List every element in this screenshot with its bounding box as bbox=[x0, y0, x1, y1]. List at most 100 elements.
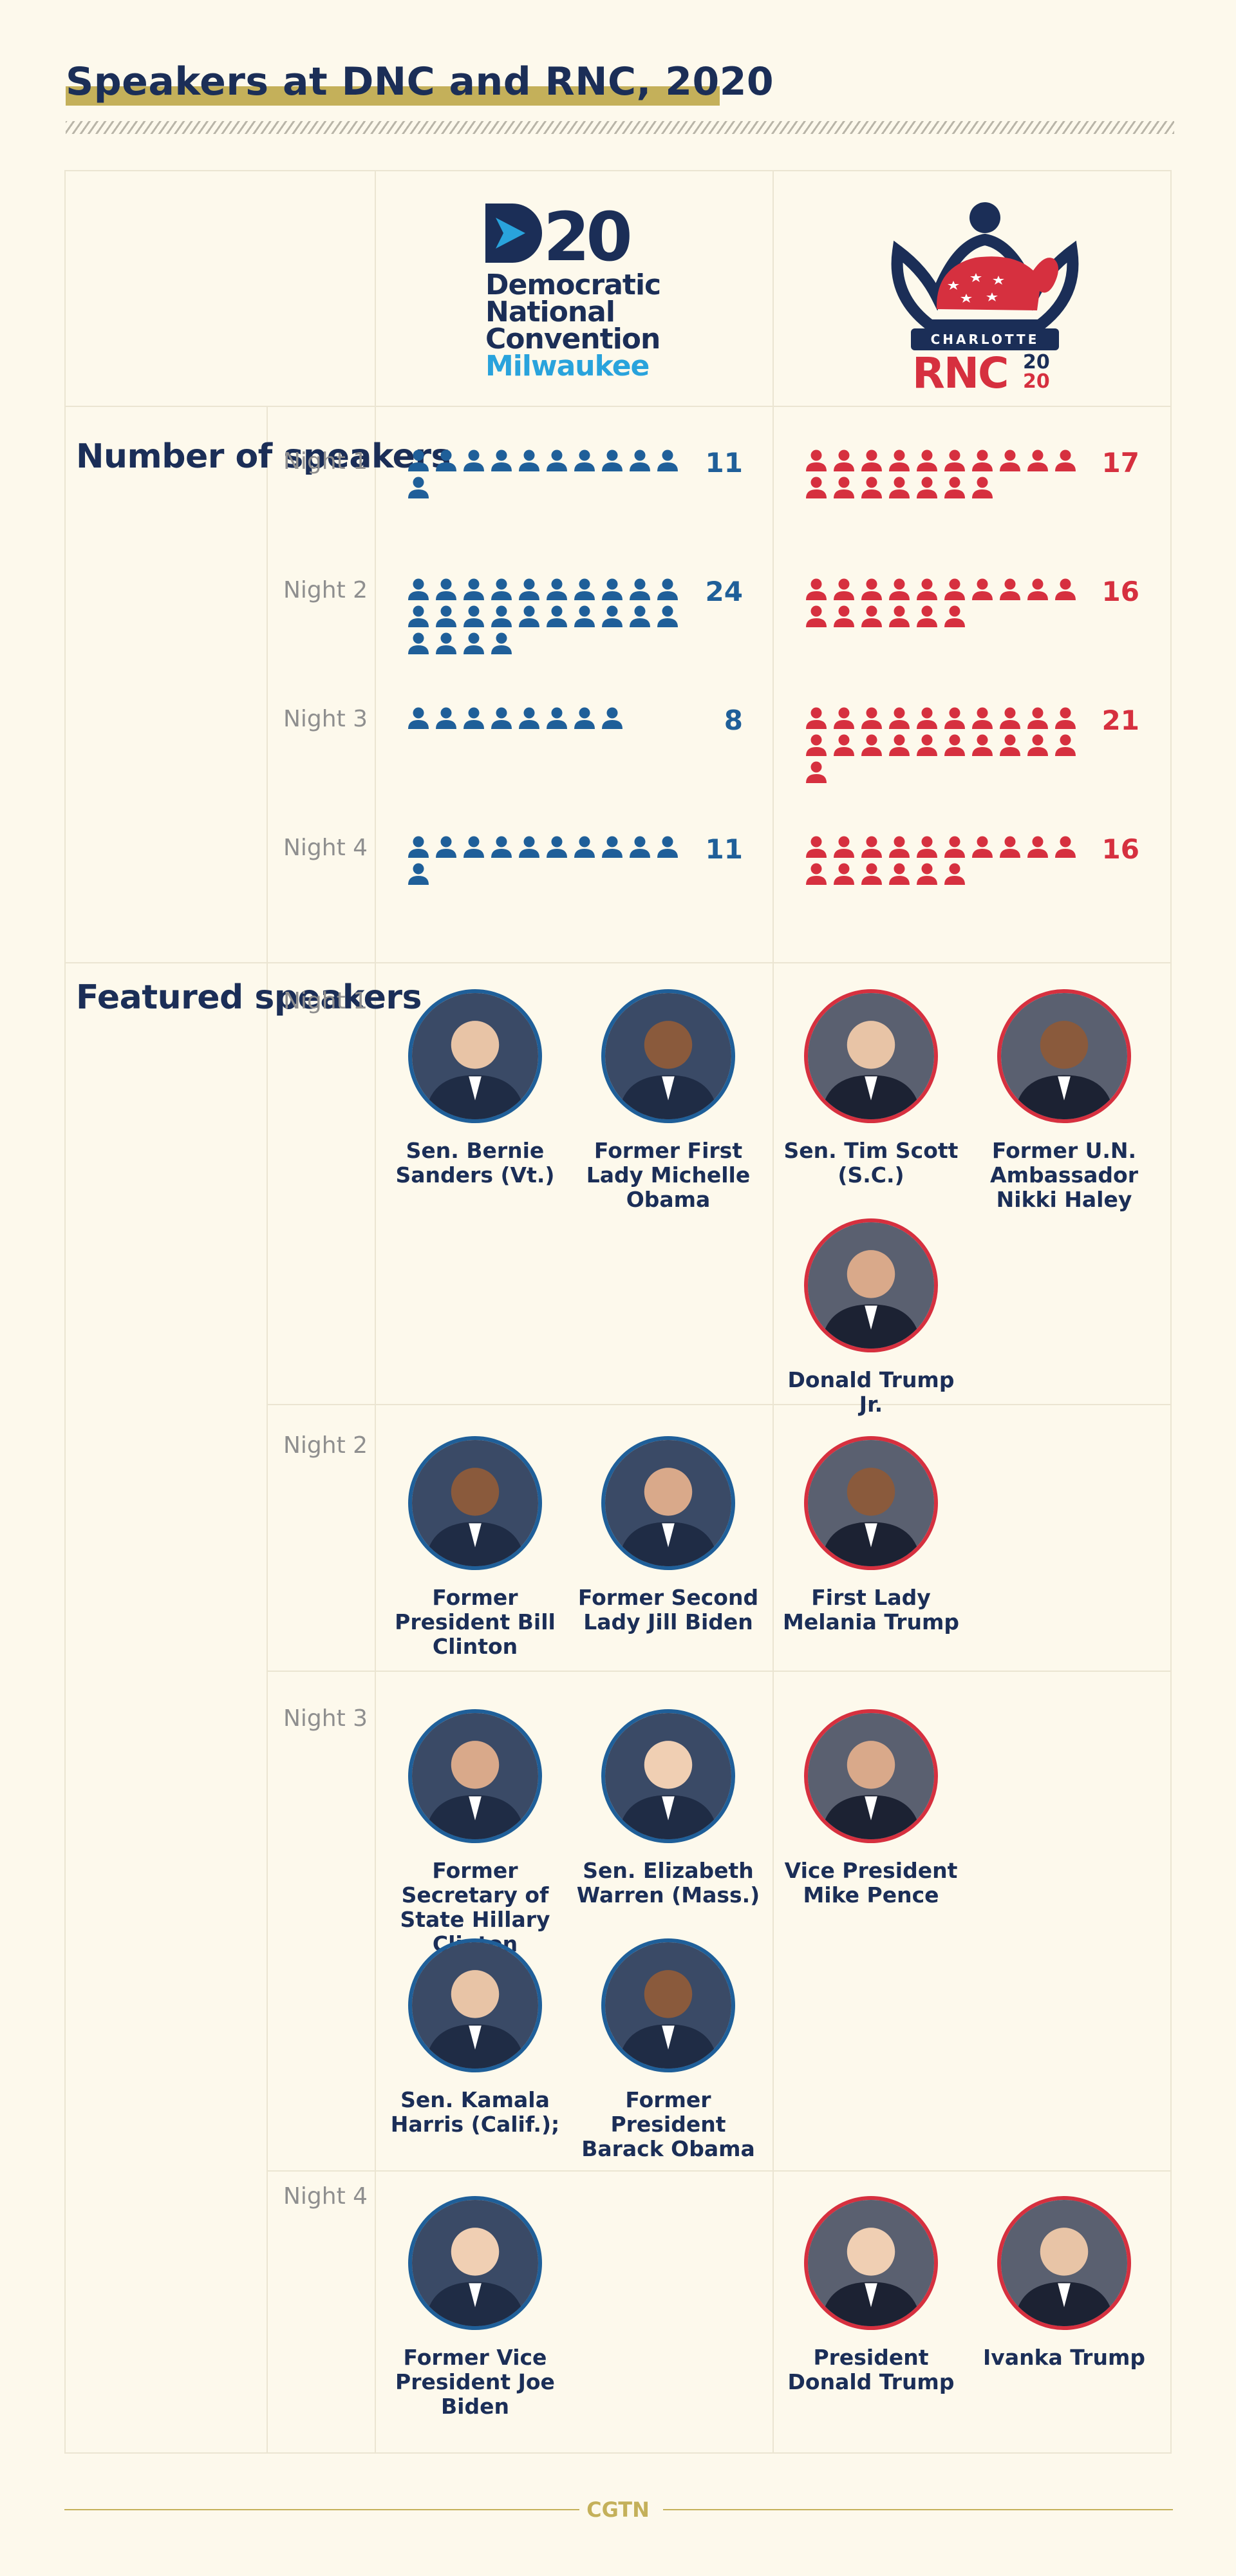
person-icon bbox=[942, 835, 969, 862]
dnc-speaker-card: Former Second Lady Jill Biden bbox=[572, 1436, 765, 1634]
person-icon bbox=[489, 631, 516, 658]
grid-line bbox=[267, 1404, 1172, 1405]
person-icon bbox=[859, 733, 886, 760]
person-icon bbox=[914, 733, 942, 760]
person-icon bbox=[831, 604, 859, 631]
rnc-year-bottom: 20 bbox=[1023, 370, 1050, 393]
person-icon bbox=[803, 448, 831, 475]
dnc-pictogram-night-1 bbox=[406, 448, 682, 502]
person-icon bbox=[599, 604, 627, 631]
person-icon bbox=[461, 448, 489, 475]
person-icon bbox=[544, 604, 572, 631]
speaker-name: Ivanka Trump bbox=[983, 2345, 1145, 2370]
person-icon bbox=[803, 862, 831, 889]
person-icon bbox=[942, 733, 969, 760]
person-icon bbox=[886, 733, 914, 760]
rnc-year-top: 20 bbox=[1023, 351, 1050, 374]
person-icon bbox=[942, 862, 969, 889]
person-icon bbox=[655, 604, 682, 631]
rnc-speaker-card: Former U.N. Ambassador Nikki Haley bbox=[968, 989, 1161, 1212]
person-icon bbox=[655, 835, 682, 862]
dnc-speaker-card: Former First Lady Michelle Obama bbox=[572, 989, 765, 1212]
section-featured-speakers: Featured speakers bbox=[76, 978, 422, 1017]
grid-line bbox=[267, 2170, 1172, 2172]
person-icon bbox=[461, 706, 489, 733]
rnc-speaker-card: First Lady Melania Trump bbox=[774, 1436, 968, 1634]
rnc-count-night-1: 17 bbox=[1101, 447, 1139, 478]
person-icon bbox=[969, 475, 997, 502]
person-icon bbox=[406, 604, 433, 631]
person-icon bbox=[914, 475, 942, 502]
person-icon bbox=[914, 604, 942, 631]
grid-line bbox=[64, 406, 1172, 407]
speaker-name: President Donald Trump bbox=[787, 2345, 955, 2394]
person-icon bbox=[831, 475, 859, 502]
dnc-count-night-2: 24 bbox=[705, 576, 743, 607]
person-icon bbox=[803, 604, 831, 631]
person-icon bbox=[572, 577, 599, 604]
person-icon bbox=[572, 604, 599, 631]
person-icon bbox=[544, 577, 572, 604]
night-label-chart-3: Night 3 bbox=[283, 706, 368, 732]
person-icon bbox=[544, 448, 572, 475]
person-icon bbox=[914, 706, 942, 733]
dnc-mark-text: 20 bbox=[543, 201, 630, 265]
grid-line bbox=[267, 406, 268, 2454]
person-icon bbox=[406, 475, 433, 502]
person-icon bbox=[627, 835, 655, 862]
speaker-name: Donald Trump Jr. bbox=[787, 1367, 955, 1417]
person-icon bbox=[1025, 733, 1053, 760]
speaker-name: Sen. Elizabeth Warren (Mass.) bbox=[576, 1858, 760, 1908]
person-icon bbox=[942, 448, 969, 475]
person-icon bbox=[461, 604, 489, 631]
person-icon bbox=[1025, 448, 1053, 475]
person-icon bbox=[1025, 706, 1053, 733]
grid-line bbox=[267, 1671, 1172, 1672]
speaker-photo bbox=[601, 1436, 735, 1570]
speaker-photo bbox=[804, 1709, 938, 1843]
dnc-line-3: Convention bbox=[485, 323, 660, 355]
person-icon bbox=[516, 706, 544, 733]
person-icon bbox=[572, 706, 599, 733]
person-icon bbox=[433, 706, 461, 733]
person-icon bbox=[997, 448, 1025, 475]
speaker-photo bbox=[804, 989, 938, 1123]
person-icon bbox=[516, 577, 544, 604]
speaker-photo bbox=[408, 1709, 542, 1843]
speaker-photo bbox=[408, 2196, 542, 2330]
person-icon bbox=[599, 448, 627, 475]
person-icon bbox=[997, 706, 1025, 733]
rnc-pictogram-night-2 bbox=[803, 577, 1080, 631]
person-icon bbox=[461, 835, 489, 862]
speaker-name: Former U.N. Ambassador Nikki Haley bbox=[990, 1138, 1138, 1212]
speaker-photo bbox=[601, 1938, 735, 2072]
person-icon bbox=[969, 448, 997, 475]
person-icon bbox=[1025, 835, 1053, 862]
grid-line bbox=[772, 170, 774, 2454]
dnc-speaker-card: Former Secretary of State Hillary Clinto… bbox=[379, 1709, 572, 1956]
person-icon bbox=[803, 577, 831, 604]
speaker-photo bbox=[408, 1436, 542, 1570]
speaker-name: Former Secretary of State Hillary Clinto… bbox=[400, 1858, 550, 1956]
d20-mark-icon: 20 bbox=[485, 198, 633, 276]
person-icon bbox=[859, 448, 886, 475]
rnc-logo: CHARLOTTE RNC 20 20 bbox=[885, 200, 1085, 398]
grid-line bbox=[64, 962, 1172, 963]
dnc-pictogram-night-3 bbox=[406, 706, 682, 733]
speaker-photo bbox=[804, 2196, 938, 2330]
person-icon bbox=[544, 835, 572, 862]
person-icon bbox=[461, 577, 489, 604]
dnc-pictogram-night-2 bbox=[406, 577, 682, 658]
night-label-featured-4: Night 4 bbox=[283, 2183, 368, 2210]
person-icon bbox=[599, 835, 627, 862]
person-icon bbox=[627, 604, 655, 631]
person-icon bbox=[969, 577, 997, 604]
page-title: Speakers at DNC and RNC, 2020 bbox=[66, 59, 774, 104]
dnc-speaker-card: Sen. Bernie Sanders (Vt.) bbox=[379, 989, 572, 1188]
night-label-featured-3: Night 3 bbox=[283, 1705, 368, 1732]
dnc-speaker-card: Sen. Kamala Harris (Calif.); bbox=[379, 1938, 572, 2137]
person-icon bbox=[886, 835, 914, 862]
rnc-pictogram-night-1 bbox=[803, 448, 1080, 502]
speaker-photo bbox=[408, 989, 542, 1123]
person-icon bbox=[886, 604, 914, 631]
